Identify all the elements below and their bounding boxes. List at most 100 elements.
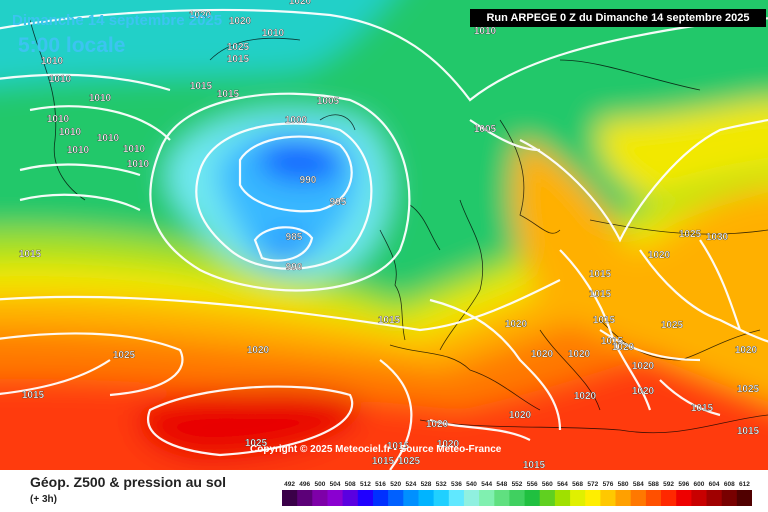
isobar-label: 1010 xyxy=(97,133,120,144)
isobar-label: 1010 xyxy=(123,144,146,155)
isobar-label: 1010 xyxy=(89,93,112,104)
scale-tick-label: 580 xyxy=(618,481,629,488)
isobar-label: 1005 xyxy=(317,96,340,107)
scale-swatch xyxy=(297,490,313,506)
scale-swatch xyxy=(706,490,723,506)
scale-tick-label: 592 xyxy=(663,481,674,488)
isobar-label: 1020 xyxy=(531,349,554,360)
scale-tick-label: 588 xyxy=(648,481,659,488)
isobar-label: 1015 xyxy=(217,89,240,100)
isobar-label: 1025 xyxy=(227,42,250,53)
z500-contours xyxy=(0,8,768,470)
isobar-label: 985 xyxy=(286,232,303,243)
forecast-step: (+ 3h) xyxy=(30,494,57,505)
scale-tick-label: 608 xyxy=(724,481,735,488)
scale-tick-label: 564 xyxy=(557,481,568,488)
scale-tick-label: 560 xyxy=(542,481,553,488)
isobar-label: 1010 xyxy=(41,56,64,67)
isobar-label: 1020 xyxy=(437,439,460,450)
isobar-label: 1015 xyxy=(378,315,401,326)
isobar-label: 1020 xyxy=(735,345,758,356)
scale-tick-label: 500 xyxy=(314,481,325,488)
isobar-label: 1010 xyxy=(474,26,497,37)
copyright-notice: Copyright © 2025 Meteociel.fr - Source M… xyxy=(250,444,502,455)
isobar-label: 1020 xyxy=(229,16,252,27)
scale-swatch xyxy=(570,490,586,506)
isobar-label: 1005 xyxy=(474,124,497,135)
scale-tick-label: 596 xyxy=(678,481,689,488)
scale-tick-label: 556 xyxy=(527,481,538,488)
scale-tick-label: 492 xyxy=(284,481,295,488)
scale-swatch xyxy=(539,490,556,506)
scale-tick-label: 600 xyxy=(693,481,704,488)
scale-swatch xyxy=(585,490,601,506)
isobar-labels: 1020 1020 1020 1010 1025 1015 1010 1010 … xyxy=(19,0,760,470)
isobar-label: 1025 xyxy=(398,456,421,467)
isobar-label: 1015 xyxy=(589,269,612,280)
scale-tick-label: 604 xyxy=(709,481,720,488)
isobar-label: 1025 xyxy=(679,229,702,240)
color-scale: 492 496 500 504 508 512 516 520 524 528 532 536 540 5… xyxy=(282,481,752,506)
isobar-label: 1015 xyxy=(19,249,42,260)
scale-swatch xyxy=(433,490,450,506)
scale-swatch xyxy=(373,490,389,506)
scale-swatch xyxy=(479,490,495,506)
scale-swatch xyxy=(327,490,344,506)
scale-tick-label: 572 xyxy=(587,481,598,488)
scale-swatch xyxy=(418,490,435,506)
isobar-label: 1020 xyxy=(568,349,591,360)
scale-tick-label: 536 xyxy=(451,481,462,488)
isobar-label: 1015 xyxy=(589,289,612,300)
isobar-label: 1020 xyxy=(289,0,312,7)
weather-map: 1020 1020 1020 1010 1025 1015 1010 1010 … xyxy=(0,0,768,470)
scale-tick-label: 540 xyxy=(466,481,477,488)
scale-swatch xyxy=(403,490,419,506)
scale-tick-label: 504 xyxy=(330,481,341,488)
map-footer: Géop. Z500 & pression au sol (+ 3h) 492 4… xyxy=(0,470,768,512)
isobar-label: 1020 xyxy=(574,391,597,402)
scale-tick-label: 544 xyxy=(481,481,492,488)
scale-tick-label: 508 xyxy=(345,481,356,488)
isobar-label: 1000 xyxy=(285,115,308,126)
forecast-date: Dimanche 14 septembre 2025 xyxy=(12,12,223,29)
isobar-label: 1010 xyxy=(47,114,70,125)
scale-swatch xyxy=(645,490,662,506)
isobar-label: 1030 xyxy=(706,232,729,243)
isobar-label: 1010 xyxy=(262,28,285,39)
scale-swatch xyxy=(342,490,359,506)
isobar-label: 1010 xyxy=(49,74,72,85)
scale-swatch xyxy=(630,490,647,506)
scale-swatch xyxy=(448,490,465,506)
isobar-label: 1025 xyxy=(245,438,268,449)
isobar-label: 1020 xyxy=(247,345,270,356)
scale-swatch xyxy=(736,490,752,506)
scale-tick-label: 512 xyxy=(360,481,371,488)
scale-tick-label: 552 xyxy=(512,481,523,488)
isobar-label: 1015 xyxy=(691,403,714,414)
isobar-label: 1015 xyxy=(372,456,395,467)
scale-swatch xyxy=(509,490,526,506)
scale-tick-label: 612 xyxy=(739,481,750,488)
scale-tick-label: 520 xyxy=(390,481,401,488)
scale-swatch xyxy=(463,490,480,506)
isobar-label: 1020 xyxy=(189,10,212,21)
isobar-label: 1025 xyxy=(737,384,760,395)
isobar-label: 1015 xyxy=(190,81,213,92)
isobar-label: 1015 xyxy=(227,54,250,65)
isobar-label: 990 xyxy=(300,175,317,186)
scale-tick-label: 524 xyxy=(405,481,416,488)
scale-swatch xyxy=(554,490,571,506)
z500-shading xyxy=(0,0,768,470)
scale-swatch xyxy=(661,490,677,506)
isobar-label: 1025 xyxy=(661,320,684,331)
scale-tick-label: 532 xyxy=(436,481,447,488)
isobar-label: 1020 xyxy=(632,386,655,397)
isobar-label: 1015 xyxy=(387,441,410,452)
isobar-label: 1020 xyxy=(612,342,635,353)
scale-swatch xyxy=(676,490,692,506)
forecast-time: 5:00 locale xyxy=(18,34,126,57)
scale-swatch xyxy=(524,490,541,506)
isobar-label: 1015 xyxy=(737,426,760,437)
isobar-label: 1020 xyxy=(426,419,449,430)
isobar-label: 1015 xyxy=(523,460,546,470)
